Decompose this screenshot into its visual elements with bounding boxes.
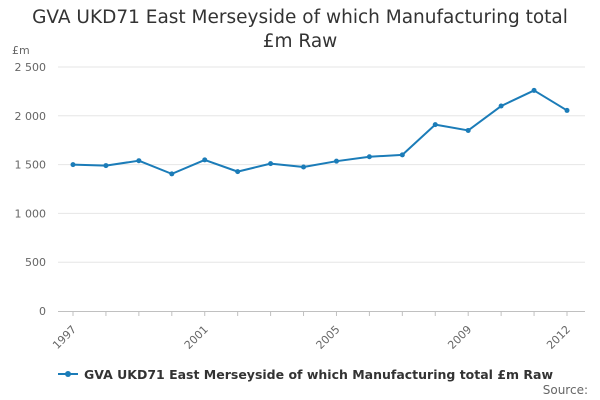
legend-item[interactable]: GVA UKD71 East Merseyside of which Manuf… (58, 365, 553, 383)
series-line (72, 89, 568, 175)
x-tick-label: 1997 (50, 323, 79, 352)
data-point (531, 87, 537, 93)
chart-title: GVA UKD71 East Merseyside of which Manuf… (0, 6, 600, 54)
data-point (235, 169, 241, 175)
data-point (202, 157, 208, 163)
data-point (564, 107, 570, 113)
y-tick-label: 500 (25, 256, 46, 269)
data-point (399, 152, 405, 158)
data-point (103, 163, 109, 169)
data-point (301, 164, 307, 170)
data-point (498, 103, 504, 109)
data-point (465, 127, 471, 133)
data-point (136, 158, 142, 164)
data-point (333, 158, 339, 164)
x-tick-label: 2005 (314, 323, 343, 352)
data-point (366, 154, 372, 160)
data-point (169, 171, 175, 177)
legend-line-marker-icon (58, 369, 78, 379)
x-tick-label: 2012 (544, 323, 573, 352)
y-tick-label: 1 500 (15, 159, 47, 172)
chart-title-line-2: £m Raw (262, 31, 338, 52)
data-point (268, 161, 274, 167)
chart-title-line-1: GVA UKD71 East Merseyside of which Manuf… (32, 7, 568, 28)
x-tick-label: 2009 (445, 323, 474, 352)
y-tick-label: 1 000 (15, 207, 47, 220)
y-tick-label: 2 500 (15, 61, 47, 74)
y-tick-label: 2 000 (15, 110, 47, 123)
data-point (432, 122, 438, 128)
data-point (70, 162, 76, 168)
x-tick-label: 2001 (182, 323, 211, 352)
y-axis-unit-label: £m (12, 44, 30, 57)
y-tick-label: 0 (39, 305, 46, 318)
source-label: Source: (542, 383, 588, 397)
legend-label: GVA UKD71 East Merseyside of which Manuf… (84, 366, 554, 382)
